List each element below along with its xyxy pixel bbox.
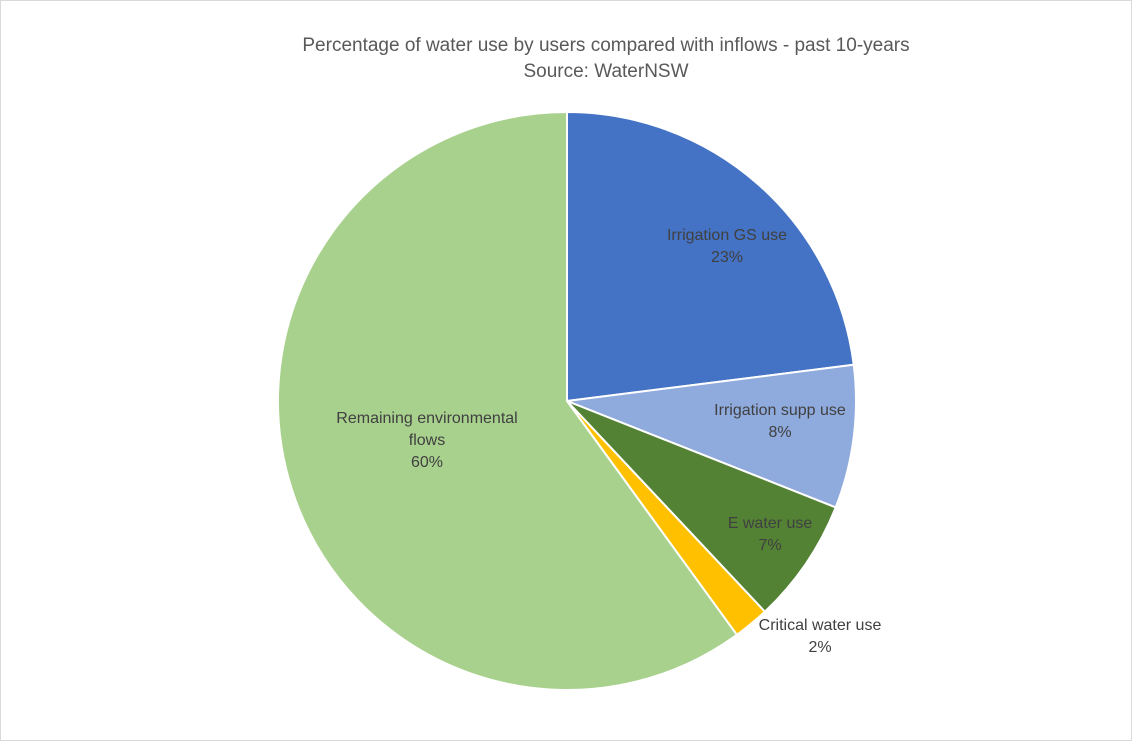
data-label-remaining-environmental-flows: Remaining environmental flows 60%	[336, 410, 517, 471]
data-label-value: 8%	[768, 424, 791, 441]
chart-title-block: Percentage of water use by users compare…	[1, 33, 1132, 85]
data-label-value: 60%	[411, 454, 443, 471]
data-label-value: 2%	[808, 639, 831, 656]
data-label-value: 7%	[758, 537, 781, 554]
data-label-e-water-use: E water use 7%	[728, 515, 813, 554]
data-label-name: Remaining environmental	[336, 410, 517, 427]
pie-slice-remaining-environmental-flows	[277, 111, 738, 691]
pie-slice-e-water-use	[566, 400, 837, 613]
pie-slice-irrigation-supp-use	[566, 363, 857, 509]
pie-slice-irrigation-gs-use	[566, 111, 855, 402]
pie-labels: Irrigation GS use 23% Irrigation supp use 8…	[336, 227, 881, 656]
chart-title: Percentage of water use by users compare…	[302, 35, 910, 56]
data-label-name: flows	[409, 432, 445, 449]
data-label-irrigation-gs-use: Irrigation GS use 23%	[667, 227, 787, 266]
data-label-irrigation-supp-use: Irrigation supp use 8%	[714, 402, 846, 441]
data-label-name: Critical water use	[759, 617, 882, 634]
data-label-value: 23%	[711, 249, 743, 266]
data-label-name: Irrigation supp use	[714, 402, 846, 419]
chart-subtitle: Source: WaterNSW	[523, 61, 689, 82]
data-label-name: E water use	[728, 515, 813, 532]
data-label-critical-water-use: Critical water use 2%	[759, 617, 882, 656]
pie-slices	[277, 111, 857, 691]
data-label-name: Irrigation GS use	[667, 227, 787, 244]
